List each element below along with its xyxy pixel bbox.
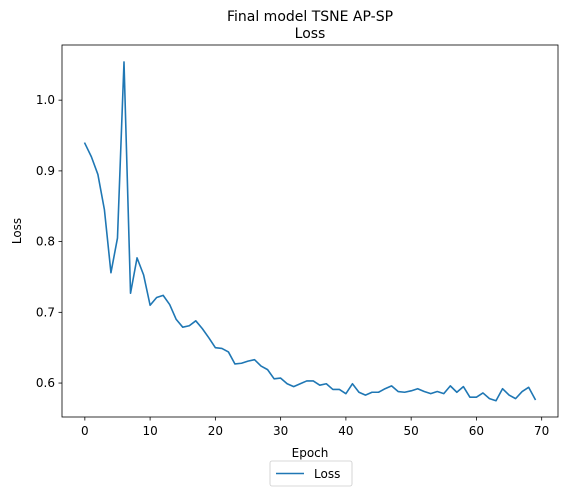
y-tick-label: 0.9 bbox=[36, 164, 55, 178]
legend-frame bbox=[269, 460, 353, 487]
y-tick-label: 0.7 bbox=[36, 305, 55, 319]
chart-title: Final model TSNE AP-SP bbox=[227, 9, 393, 25]
series-line-loss bbox=[83, 61, 537, 402]
y-axis-label: Loss bbox=[10, 218, 24, 244]
y-tick-label: 1.0 bbox=[36, 93, 55, 107]
chart-subtitle: Loss bbox=[295, 26, 326, 42]
x-tick-label: 10 bbox=[142, 424, 157, 438]
plot-frame bbox=[61, 44, 559, 418]
legend-label-loss: Loss bbox=[314, 467, 340, 481]
y-tick-label: 0.6 bbox=[36, 376, 55, 390]
x-tick-label: 50 bbox=[404, 424, 419, 438]
y-tick-label: 0.8 bbox=[36, 235, 55, 249]
x-tick-label: 0 bbox=[81, 424, 89, 438]
legend: Loss bbox=[269, 460, 353, 487]
x-tick-label: 30 bbox=[273, 424, 288, 438]
x-tick-label: 70 bbox=[534, 424, 549, 438]
x-tick-label: 20 bbox=[208, 424, 223, 438]
x-tick-label: 60 bbox=[469, 424, 484, 438]
x-axis-ticks: 0 10 20 30 40 50 60 70 bbox=[81, 417, 549, 438]
y-axis-ticks: 0.6 0.7 0.8 0.9 1.0 bbox=[36, 93, 62, 390]
x-tick-label: 40 bbox=[338, 424, 353, 438]
x-axis-label: Epoch bbox=[292, 446, 329, 460]
